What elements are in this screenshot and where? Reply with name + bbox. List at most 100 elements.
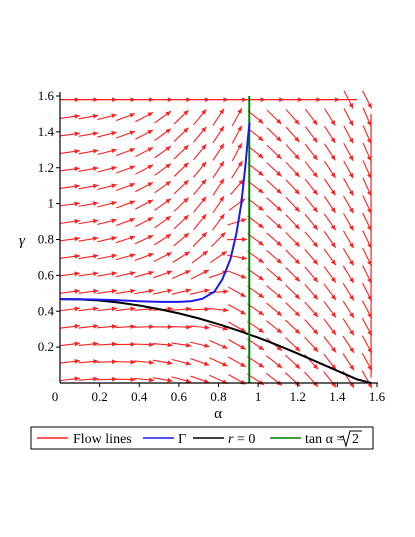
flow-arrow-285 [362, 142, 372, 162]
flow-arrow-146 [212, 195, 225, 214]
flow-arrow-71 [134, 324, 155, 330]
flow-arrow-69 [134, 360, 155, 365]
flow-arrow-59 [115, 235, 136, 244]
flow-arrow-87 [152, 342, 173, 348]
flow-arrow-2 [59, 341, 80, 347]
flow-arrow-43 [97, 218, 117, 226]
flow-arrow-40 [97, 271, 117, 277]
flow-arrow-224 [304, 319, 319, 335]
flow-arrow-86 [152, 359, 173, 366]
flow-arrow-133 [193, 126, 207, 143]
flow-arrow-75 [134, 252, 154, 262]
flow-arrow-11 [59, 183, 80, 189]
flow-arrow-121 [190, 341, 210, 348]
flow-arrow-200 [266, 144, 282, 160]
flow-arrow-252 [324, 125, 336, 144]
flow-arrow-119 [190, 375, 210, 384]
flow-arrow-66 [116, 113, 136, 122]
flow-arrow-150 [212, 125, 225, 144]
flow-arrow-26 [78, 218, 99, 225]
flow-arrow-17 [78, 376, 99, 382]
flow-arrow-128 [193, 213, 207, 231]
flow-arrow-126 [191, 250, 209, 264]
flow-arrow-259 [342, 300, 355, 319]
flow-arrow-178 [247, 233, 265, 246]
flow-arrow-131 [193, 161, 207, 178]
flow-arrow-154 [228, 356, 247, 368]
flow-arrow-279 [362, 247, 373, 267]
flow-arrow-195 [266, 232, 283, 247]
x-tick-label-4: 0.8 [210, 389, 226, 404]
x-tick-label-6: 1.2 [290, 389, 306, 404]
flow-arrow-231 [304, 196, 319, 213]
flow-arrow-191 [266, 302, 283, 317]
flow-arrow-140 [208, 307, 229, 313]
flow-arrow-188 [266, 355, 283, 369]
flow-arrow-108 [171, 269, 191, 280]
flow-arrow-115 [173, 144, 189, 160]
flow-arrow-243 [323, 283, 337, 301]
flow-arrow-77 [135, 216, 154, 228]
flow-arrow-38 [97, 306, 118, 312]
flow-arrow-151 [212, 108, 225, 126]
flow-arrow-36 [97, 341, 118, 347]
flow-arrow-35 [97, 359, 118, 365]
legend-label-gamma: Γ [178, 432, 186, 447]
flow-arrow-130 [193, 178, 207, 196]
flow-arrow-248 [323, 195, 337, 214]
flow-arrow-10 [59, 201, 80, 207]
y-axis-ticks: 0.2 0.4 0.6 0.8 1 1.2 1.4 1.6 [38, 88, 60, 354]
flow-arrow-229 [304, 231, 319, 248]
flow-arrow-284 [362, 160, 372, 179]
flow-arrow-54 [115, 324, 136, 330]
legend-sqrt-radicand: 2 [352, 432, 359, 447]
flow-arrow-62 [116, 183, 136, 192]
flow-arrow-165 [231, 160, 243, 179]
flow-arrow-21 [78, 306, 99, 312]
flow-arrow-127 [192, 231, 208, 248]
flow-arrow-98 [154, 145, 172, 159]
flow-arrow-215 [285, 179, 301, 195]
flow-arrow-57 [115, 271, 136, 278]
flow-arrow-91 [153, 270, 173, 279]
flow-arrow-166 [231, 142, 243, 162]
flow-arrow-209 [285, 284, 301, 300]
flow-arrow-217 [285, 144, 300, 160]
flow-arrow-63 [116, 165, 136, 174]
flow-arrow-167 [231, 125, 243, 144]
flow-arrow-205 [285, 354, 301, 370]
flow-arrow-274 [361, 335, 373, 354]
flow-arrow-28 [78, 183, 99, 190]
flow-arrow-7 [59, 253, 80, 259]
gamma-curve [59, 122, 251, 303]
flow-arrow-201 [266, 127, 282, 142]
flow-arrow-214 [285, 196, 301, 213]
flow-arrow-276 [361, 300, 373, 319]
flow-arrow-218 [285, 126, 300, 143]
flow-arrow-143 [209, 250, 228, 264]
y-tick-label-0: 0.2 [38, 339, 54, 354]
flow-arrow-79 [135, 181, 154, 193]
flow-arrow-74 [134, 270, 154, 278]
flow-arrow-6 [59, 271, 80, 277]
flow-arrow-213 [285, 214, 301, 230]
flow-arrow-9 [59, 218, 80, 224]
flow-arrow-73 [134, 288, 155, 295]
flow-arrow-27 [78, 201, 99, 207]
flow-arrow-221 [304, 371, 319, 388]
flow-arrow-64 [116, 148, 136, 157]
flow-arrow-147 [212, 178, 225, 196]
x-tick-label-1: 0.2 [92, 389, 108, 404]
y-tick-label-6: 1.4 [38, 124, 55, 139]
flow-arrow-55 [115, 306, 136, 312]
flow-arrow-78 [135, 199, 154, 210]
flow-arrow-192 [266, 285, 283, 299]
flow-arrow-110 [173, 232, 190, 247]
flow-arrow-256 [342, 353, 355, 371]
flow-arrow-239 [323, 353, 337, 371]
flow-arrow-183 [247, 145, 264, 159]
flow-arrow-95 [154, 198, 172, 211]
flow-arrow-85 [152, 377, 173, 383]
flow-arrow-197 [266, 197, 283, 212]
legend-label-r0-rest: = 0 [233, 432, 255, 447]
